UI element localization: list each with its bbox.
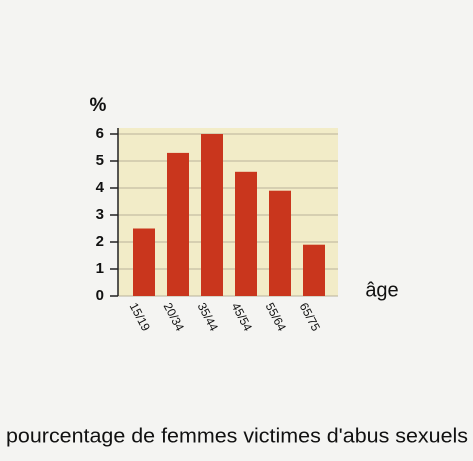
bar bbox=[133, 228, 155, 296]
y-axis-label: % bbox=[90, 95, 107, 116]
y-tick-label: 5 bbox=[96, 152, 104, 169]
y-tick-label: 2 bbox=[96, 233, 104, 250]
y-tick-label: 1 bbox=[96, 260, 104, 277]
y-tick-label: 0 bbox=[96, 287, 104, 304]
bar bbox=[167, 152, 189, 296]
y-tick-label: 3 bbox=[96, 206, 104, 223]
bar bbox=[235, 171, 257, 296]
bar bbox=[269, 190, 291, 296]
y-tick-label: 6 bbox=[96, 125, 104, 142]
y-tick-label: 4 bbox=[96, 179, 105, 196]
caption: pourcentage de femmes victimes d'abus se… bbox=[6, 425, 468, 447]
x-axis-label: âge bbox=[365, 279, 398, 301]
bar bbox=[201, 134, 223, 296]
bar bbox=[303, 244, 325, 296]
